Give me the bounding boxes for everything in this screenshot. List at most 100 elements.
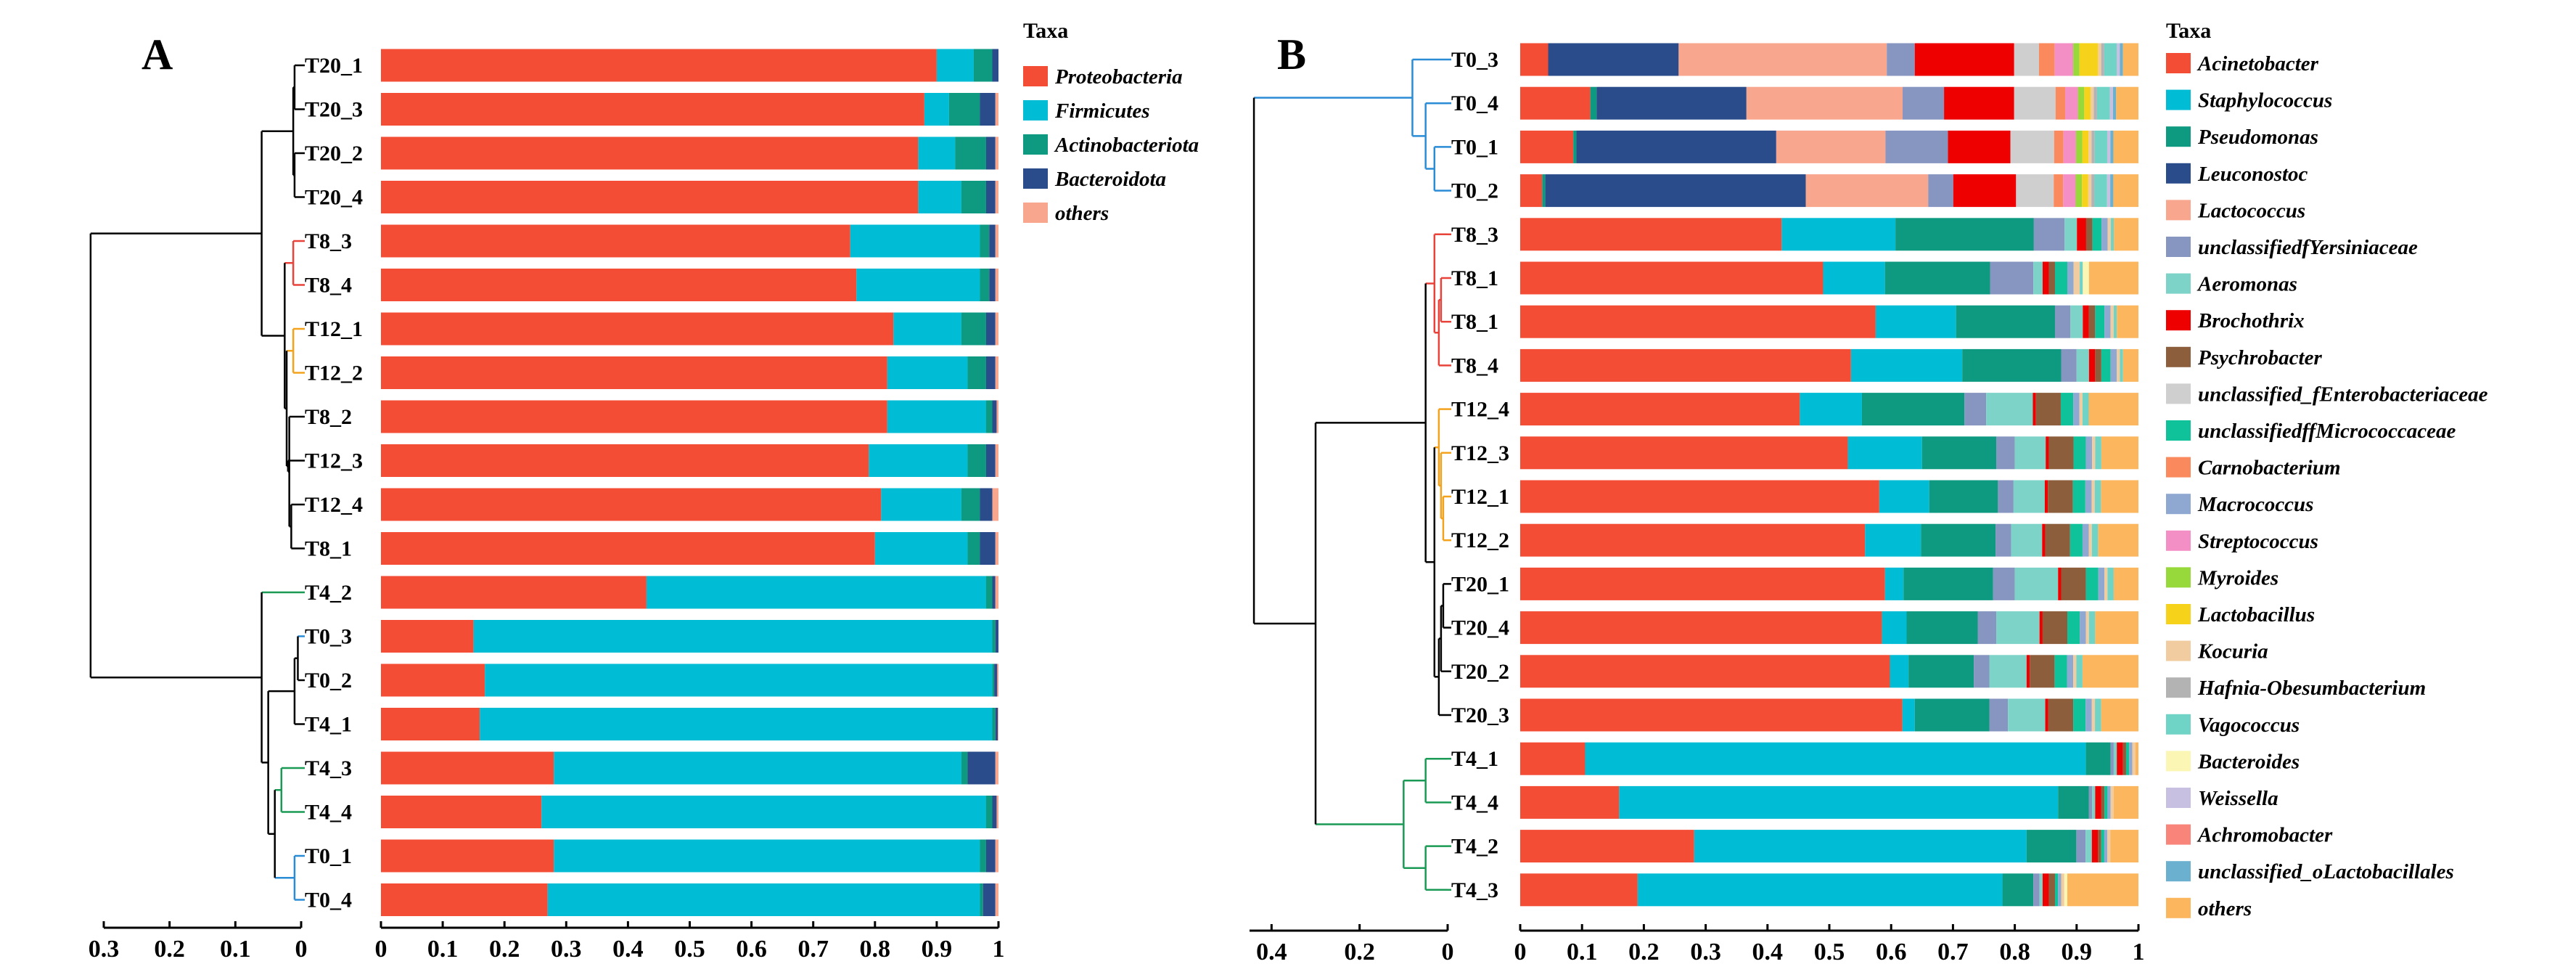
sample-label: T4_3: [1451, 878, 1498, 902]
bar-segment: [2110, 830, 2138, 863]
x-tick-label: 0.5: [674, 936, 705, 963]
bar-row: T20_3: [305, 93, 998, 126]
bar-segment: [1906, 611, 1978, 645]
bar-segment: [2070, 523, 2083, 557]
bar-segment: [1520, 348, 1851, 382]
legend-label: Streptococcus: [2198, 530, 2318, 553]
bar-segment: [381, 796, 542, 828]
bar-segment: [381, 839, 554, 873]
legend-swatch: [2166, 824, 2191, 845]
bar-row: T12_3: [1451, 436, 2138, 470]
legend-label: Brochothrix: [2197, 309, 2305, 332]
bar-segment: [2042, 611, 2068, 645]
bar-segment: [2125, 742, 2130, 775]
bar-row: T8_4: [1451, 348, 2138, 382]
legend-label: Proteobacteria: [1054, 65, 1183, 89]
bar-row: T4_2: [305, 576, 998, 609]
legend-label: Macrococcus: [2197, 493, 2313, 516]
bar-segment: [989, 269, 996, 301]
bar-segment: [2082, 393, 2089, 426]
bar-segment: [2098, 43, 2101, 76]
bar-segment: [985, 444, 996, 477]
bar-segment: [2033, 218, 2065, 251]
dendrogram-axis: 0.3 0.2 0.1 0: [89, 921, 308, 963]
bar-segment: [2067, 261, 2074, 295]
bar-segment: [1520, 611, 1882, 645]
bar-segment: [1520, 830, 1694, 863]
sample-label: T20_1: [1451, 572, 1509, 596]
bar-segment: [918, 181, 961, 213]
bar-segment: [1678, 43, 1887, 76]
bar-row: T12_1: [305, 312, 998, 346]
legend-label: Aeromonas: [2196, 273, 2297, 296]
bar-segment: [473, 620, 993, 653]
bar-segment: [1993, 567, 2015, 600]
bar-segment: [2101, 830, 2104, 863]
x-axis: 0 0.1 0.2 0.3 0.4 0.5 0.6 0.7 0.8 0.9 1: [375, 921, 1005, 963]
bar-segment: [1995, 523, 2011, 557]
sample-label: T12_2: [305, 362, 363, 385]
legend-label: Vagococcus: [2198, 714, 2300, 737]
bar-segment: [1996, 436, 2015, 470]
bar-segment: [2113, 130, 2138, 163]
bar-segment: [2002, 873, 2034, 907]
sample-label: T4_3: [305, 756, 352, 780]
sample-label: T20_2: [305, 142, 363, 166]
legend-item: Staphylococcus: [2166, 89, 2332, 113]
bar-segment: [2095, 785, 2101, 819]
bar-segment: [1990, 261, 2034, 295]
bar-segment: [997, 663, 998, 697]
bar-segment: [967, 356, 986, 389]
bar-segment: [2058, 873, 2062, 907]
sample-label: T20_2: [1451, 660, 1509, 684]
bar-segment: [985, 576, 993, 609]
bar-segment: [2110, 130, 2114, 163]
legend-title: Taxa: [2166, 19, 2211, 43]
bar-segment: [2054, 305, 2071, 338]
legend-swatch: [2166, 897, 2191, 918]
bar-segment: [1908, 655, 1974, 688]
bar-segment: [2067, 611, 2080, 645]
x-tick-label: 0.1: [427, 936, 459, 963]
bar-segment: [1694, 830, 2027, 863]
bar-segment: [2076, 655, 2083, 688]
bar-segment: [2091, 523, 2099, 557]
bar-segment: [2091, 480, 2095, 513]
sample-label: T12_4: [1451, 398, 1509, 422]
legend-label: unclassified_oLactobacillales: [2198, 860, 2454, 883]
bar-segment: [961, 751, 968, 785]
bar-segment: [967, 532, 980, 565]
bar-segment: [995, 269, 998, 301]
legend-swatch: [2166, 89, 2191, 110]
legend-label: Actinobacteriota: [1054, 134, 1199, 157]
bar-segment: [961, 312, 986, 346]
legend-item: Weissella: [2166, 787, 2278, 810]
bar-segment: [1861, 393, 1965, 426]
x-tick-label: 0.1: [1567, 939, 1598, 965]
bar-segment: [2116, 86, 2138, 120]
x-tick-label: 0.3: [551, 936, 582, 963]
legend-label: Weissella: [2198, 787, 2278, 810]
bar-segment: [2113, 174, 2138, 208]
dendrogram-tick-label: 0.2: [1344, 939, 1375, 965]
bar-segment: [992, 663, 995, 697]
bar-segment: [2011, 523, 2043, 557]
bar-segment: [1884, 261, 1990, 295]
legend-item: unclassifiedffMicrococcaceae: [2166, 420, 2456, 443]
bar-segment: [2061, 873, 2064, 907]
bar-segment: [1921, 523, 1996, 557]
bar-segment: [2098, 567, 2105, 600]
legend-item: Pseudomonas: [2166, 126, 2318, 149]
bar-segment: [2107, 830, 2111, 863]
bar-segment: [2073, 436, 2086, 470]
legend-item: Leuconostoc: [2166, 163, 2308, 186]
bar-segment: [1596, 86, 1747, 120]
bar-segment: [1974, 655, 1990, 688]
bar-segment: [2010, 130, 2054, 163]
sample-label: T0_2: [1451, 179, 1498, 203]
bar-segment: [2107, 785, 2111, 819]
bar-segment: [2095, 611, 2138, 645]
bar-row: T8_3: [1451, 218, 2138, 251]
x-tick-label: 0.5: [1814, 939, 1845, 965]
bar-segment: [2076, 830, 2086, 863]
